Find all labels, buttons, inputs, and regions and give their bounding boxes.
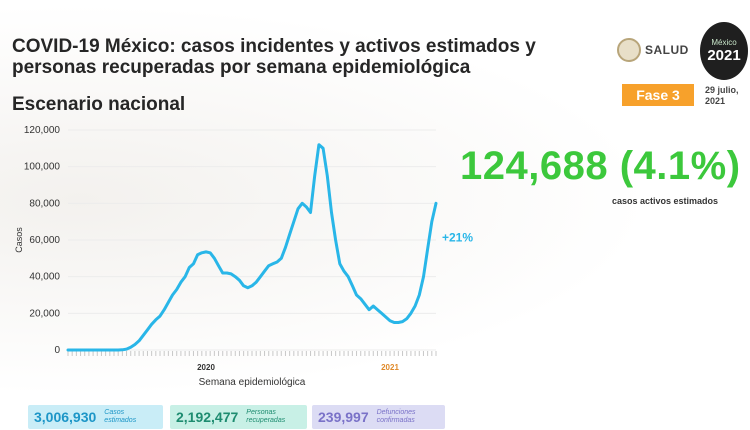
summary-deaths-value: 239,997 <box>318 409 369 425</box>
y-tick-label: 100,000 <box>24 162 61 173</box>
logo-2021-top: México <box>711 38 737 47</box>
summary-deaths-label-2: confirmadas <box>376 417 415 424</box>
salud-logo: SALUD <box>617 38 689 62</box>
active-cases-value: 124,688 (4.1%) <box>460 144 741 188</box>
summary-estimated-cases-label: Casos estimados <box>104 409 136 425</box>
summary-estimated-cases: 3,006,930 Casos estimados <box>28 405 163 429</box>
report-date-line2: 2021 <box>705 96 726 106</box>
salud-logo-text: SALUD <box>645 43 689 57</box>
y-tick-label: 20,000 <box>29 308 60 319</box>
page-title: COVID-19 México: casos incidentes y acti… <box>12 36 536 78</box>
cases-line-chart: 020,00040,00060,00080,000100,000120,000 … <box>14 125 473 388</box>
summary-recovered: 2,192,477 Personas recuperadas <box>170 405 307 429</box>
x-year-label-2021: 2021 <box>381 363 399 372</box>
page-subtitle: Escenario nacional <box>12 94 186 115</box>
summary-estimated-cases-value: 3,006,930 <box>34 409 97 425</box>
active-cases-line <box>66 143 438 352</box>
y-tick-label: 40,000 <box>29 272 60 283</box>
report-date: 29 julio, 2021 <box>705 85 739 107</box>
y-axis-label: Casos <box>14 227 24 253</box>
y-tick-label: 120,000 <box>24 125 61 136</box>
summary-recovered-label-2: recuperadas <box>246 417 286 424</box>
y-tick-label: 80,000 <box>29 198 60 209</box>
y-tick-label: 60,000 <box>29 235 60 246</box>
active-cases-label: casos activos estimados <box>612 196 719 206</box>
summary-deaths: 239,997 Defunciones confirmadas <box>312 405 445 429</box>
summary-recovered-label-1: Personas <box>246 409 276 416</box>
fase-badge: Fase 3 <box>622 84 694 106</box>
summary-estimated-cases-label-2: estimados <box>104 417 137 424</box>
y-tick-label: 0 <box>54 345 60 356</box>
x-axis-label: Semana epidemiológica <box>199 377 306 388</box>
report-date-line1: 29 julio, <box>705 85 739 95</box>
y-axis-ticks: 0 20,000 40,000 60,000 80,000 100,000 120,000 <box>24 125 61 356</box>
chart-grid <box>68 129 436 351</box>
summary-deaths-label: Defunciones confirmadas <box>377 409 416 425</box>
summary-estimated-cases-label-1: Casos <box>104 409 125 416</box>
growth-annotation: +21% <box>442 230 473 244</box>
x-year-label-2020: 2020 <box>197 363 215 372</box>
logo-2021-year: 2021 <box>707 47 741 64</box>
mexico-2021-logo: México 2021 <box>700 22 748 80</box>
summary-deaths-label-1: Defunciones <box>376 409 416 416</box>
summary-recovered-value: 2,192,477 <box>176 409 239 425</box>
summary-recovered-label: Personas recuperadas <box>246 409 285 425</box>
x-axis-week-ticks <box>67 351 437 356</box>
seal-icon <box>617 38 641 62</box>
